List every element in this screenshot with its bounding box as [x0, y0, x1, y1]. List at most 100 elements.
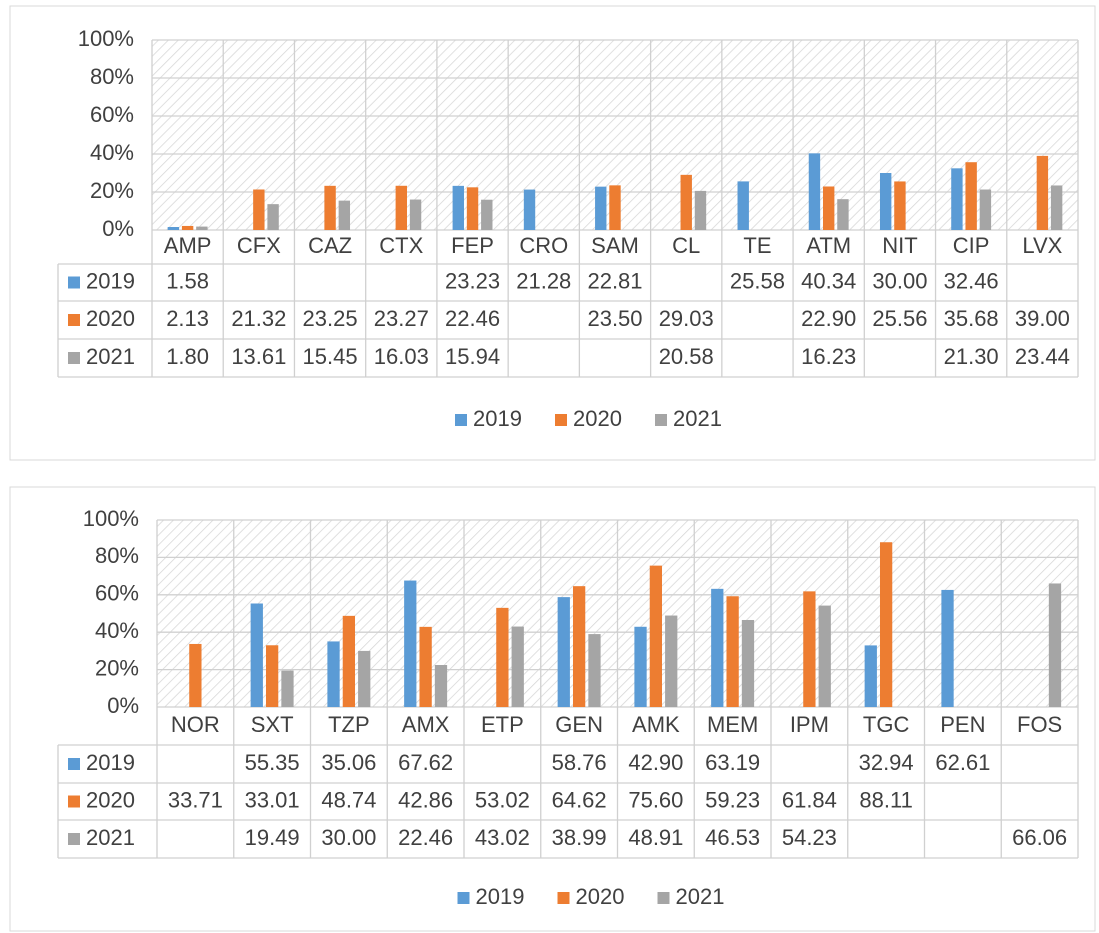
- bar: [496, 607, 509, 707]
- x-tick-label: IPM: [790, 712, 829, 737]
- table-cell: 58.76: [552, 750, 607, 775]
- bar: [1050, 185, 1063, 230]
- x-tick-label: SXT: [251, 712, 294, 737]
- bar: [181, 225, 194, 230]
- bar: [434, 664, 448, 707]
- bar: [167, 226, 180, 230]
- table-cell: 35.06: [321, 750, 376, 775]
- table-cell: 13.61: [231, 344, 286, 369]
- y-tick-label: 20%: [90, 178, 134, 203]
- bar: [609, 185, 621, 230]
- x-tick-label: CIP: [953, 233, 990, 258]
- bar: [634, 626, 647, 707]
- bar: [572, 586, 586, 707]
- x-tick-label: PEN: [940, 712, 985, 737]
- table-cell: 16.03: [374, 344, 429, 369]
- x-tick-label: TE: [743, 233, 771, 258]
- table-cell: 42.86: [398, 787, 453, 812]
- table-cell: 1.58: [166, 268, 209, 293]
- bar: [324, 185, 336, 230]
- legend-key: [68, 352, 80, 364]
- bar: [879, 173, 892, 230]
- table-cell: 16.23: [801, 344, 856, 369]
- x-tick-label: CTX: [379, 233, 423, 258]
- table-cell: 55.35: [245, 750, 300, 775]
- series-label: 2021: [86, 825, 135, 850]
- series-label: 2019: [86, 750, 135, 775]
- x-tick-label: ETP: [481, 712, 524, 737]
- chart-frame: [9, 5, 1096, 461]
- table-cell: 19.49: [245, 825, 300, 850]
- y-tick-label: 100%: [83, 506, 139, 531]
- table-cell: 23.50: [587, 306, 642, 331]
- table-cell: 75.60: [628, 787, 683, 812]
- table-cell: 33.71: [168, 787, 223, 812]
- y-tick-label: 60%: [95, 581, 139, 606]
- x-tick-label: AMP: [164, 233, 212, 258]
- table-cell: 53.02: [475, 787, 530, 812]
- legend-key: [68, 795, 80, 808]
- legend-key: [557, 892, 570, 904]
- bar: [1036, 155, 1049, 230]
- table-cell: 33.01: [245, 787, 300, 812]
- table-cell: 23.25: [303, 306, 358, 331]
- x-tick-label: FOS: [1017, 712, 1062, 737]
- x-tick-label: NOR: [171, 712, 220, 737]
- legend-label: 2020: [576, 884, 625, 909]
- bar: [595, 186, 607, 230]
- table-cell: 22.81: [587, 268, 642, 293]
- x-tick-label: AMK: [632, 712, 680, 737]
- x-tick-label: TZP: [328, 712, 370, 737]
- legend-key: [68, 758, 80, 770]
- table-cell: 30.00: [872, 268, 927, 293]
- bar: [665, 615, 678, 707]
- bar: [737, 181, 749, 230]
- legend-key: [68, 276, 80, 289]
- bar: [726, 596, 739, 707]
- table-cell: 23.23: [445, 268, 500, 293]
- bar: [419, 626, 432, 707]
- table-cell: 42.90: [628, 750, 683, 775]
- y-tick-label: 80%: [90, 64, 134, 89]
- table-cell: 22.46: [398, 825, 453, 850]
- bar: [338, 200, 351, 230]
- table-cell: 23.27: [374, 306, 429, 331]
- table-cell: 67.62: [398, 750, 453, 775]
- table-cell: 64.62: [552, 787, 607, 812]
- legend-key: [68, 314, 80, 326]
- table-cell: 30.00: [321, 825, 376, 850]
- table-cell: 32.46: [944, 268, 999, 293]
- series-label: 2020: [86, 306, 135, 331]
- y-tick-label: 0%: [102, 216, 134, 241]
- series-label: 2020: [86, 787, 135, 812]
- y-tick-label: 60%: [90, 102, 134, 127]
- bar: [588, 634, 601, 707]
- table-cell: 25.56: [872, 306, 927, 331]
- table-cell: 21.32: [231, 306, 286, 331]
- bar: [808, 153, 821, 230]
- x-tick-label: FEP: [451, 233, 494, 258]
- chart-frame: [9, 486, 1096, 932]
- table-cell: 46.53: [705, 825, 760, 850]
- y-tick-label: 40%: [90, 140, 134, 165]
- table-cell: 1.80: [166, 344, 209, 369]
- bar: [395, 185, 408, 230]
- legend-key: [555, 414, 567, 426]
- y-tick-label: 0%: [107, 693, 139, 718]
- x-tick-label: AMX: [402, 712, 450, 737]
- legend-key: [455, 414, 467, 426]
- table-cell: 23.44: [1015, 344, 1070, 369]
- x-tick-label: CL: [672, 233, 700, 258]
- x-tick-label: CRO: [519, 233, 568, 258]
- x-tick-label: GEN: [555, 712, 603, 737]
- bar: [265, 645, 279, 707]
- bar: [250, 603, 263, 707]
- bar: [253, 189, 265, 230]
- table-cell: 66.06: [1012, 825, 1067, 850]
- table-cell: 21.28: [516, 268, 571, 293]
- table-cell: 40.34: [801, 268, 856, 293]
- bar: [951, 168, 963, 230]
- bar: [281, 670, 294, 707]
- table-cell: 63.19: [705, 750, 760, 775]
- bar: [803, 591, 816, 707]
